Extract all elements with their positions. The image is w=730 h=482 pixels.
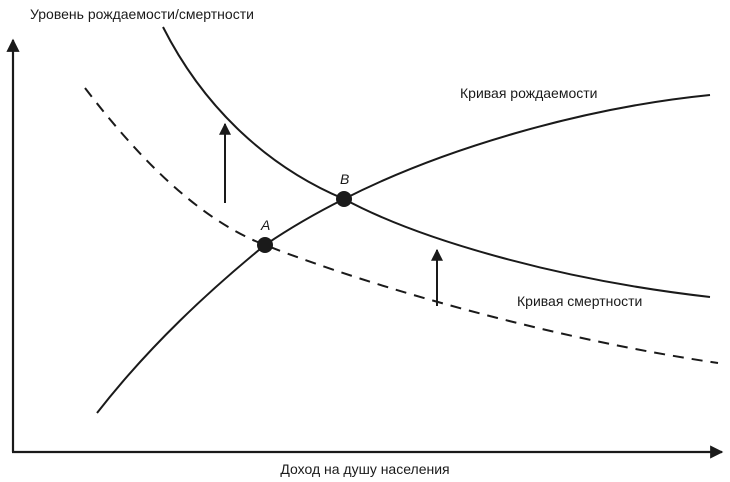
death-curve-label: Кривая смертности bbox=[517, 293, 642, 309]
point-b-marker bbox=[336, 191, 352, 207]
point-a-marker bbox=[257, 237, 273, 253]
birth-curve bbox=[96, 94, 711, 414]
death-curve-shifted bbox=[84, 87, 719, 364]
x-axis-label: Доход на душу населения bbox=[280, 461, 449, 477]
y-axis-label: Уровень рождаемости/смертности bbox=[30, 6, 254, 22]
point-b-label: B bbox=[340, 171, 349, 187]
point-a-label: A bbox=[260, 217, 270, 233]
birth-curve-label: Кривая рождаемости bbox=[460, 85, 597, 101]
